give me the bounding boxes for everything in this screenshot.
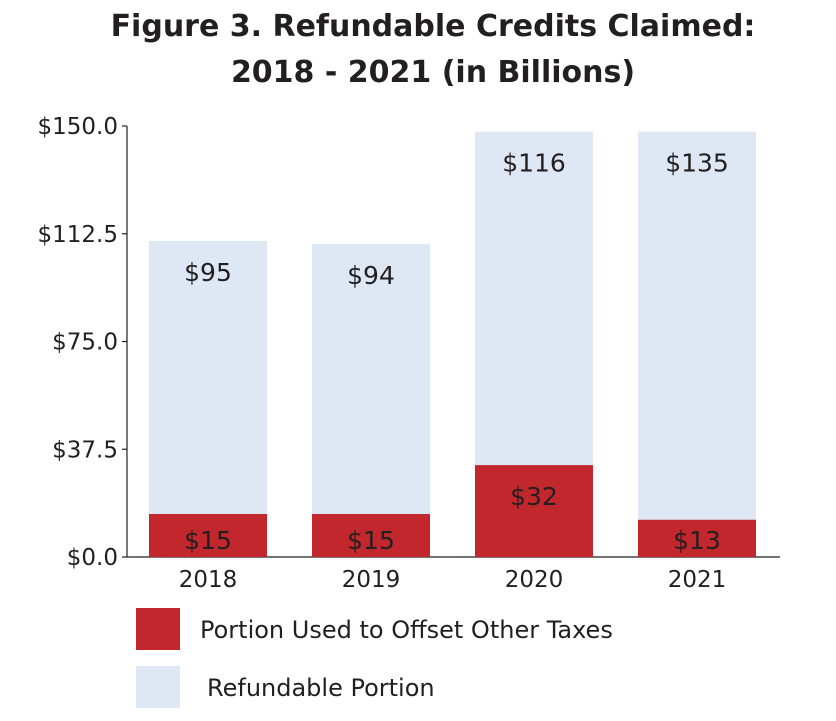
data-label-offset: $32 xyxy=(510,482,558,511)
legend: Portion Used to Offset Other Taxes Refund… xyxy=(136,608,613,708)
y-tick-label: $75.0 xyxy=(52,330,118,356)
x-tick-label: 2021 xyxy=(668,567,727,593)
legend-label: Portion Used to Offset Other Taxes xyxy=(200,616,613,644)
data-label-offset: $13 xyxy=(673,526,721,555)
x-tick-label: 2020 xyxy=(505,567,564,593)
x-tick-label: 2018 xyxy=(179,567,238,593)
data-label-offset: $15 xyxy=(347,526,395,555)
bar-offset-segment xyxy=(149,513,267,557)
bar-offset-segment xyxy=(638,519,756,557)
chart-title-line-2: 2018 - 2021 (in Billions) xyxy=(230,55,636,90)
bars xyxy=(149,131,756,557)
bar-labels: $15 $95 $15 $94 $32 $116 $13 $135 xyxy=(184,149,729,555)
y-tick-label: $112.5 xyxy=(38,222,118,248)
bar-offset-segment xyxy=(312,513,430,557)
y-tick-label: $37.5 xyxy=(52,437,118,463)
bar-refundable-segment xyxy=(638,131,756,520)
data-label-refundable: $116 xyxy=(502,149,566,178)
x-tick-label: 2019 xyxy=(342,567,401,593)
bar-refundable-segment xyxy=(312,243,430,514)
legend-label: Refundable Portion xyxy=(207,674,435,702)
data-label-refundable: $94 xyxy=(347,261,395,290)
y-tick-label: $0.0 xyxy=(67,545,118,571)
legend-swatch xyxy=(136,666,180,708)
bar-refundable-segment xyxy=(149,240,267,514)
chart-title-line-1: Figure 3. Refundable Credits Claimed: xyxy=(110,9,756,44)
bar-offset-segment xyxy=(475,465,593,557)
axes: $0.0 $37.5 $75.0 $112.5 $150.0 2018 2019 2020 20… xyxy=(38,114,780,593)
bar-refundable-segment xyxy=(475,131,593,466)
data-label-refundable: $95 xyxy=(184,258,232,287)
legend-swatch xyxy=(136,608,180,650)
data-label-offset: $15 xyxy=(184,526,232,555)
y-tick-label: $150.0 xyxy=(38,114,118,140)
data-label-refundable: $135 xyxy=(665,149,729,178)
